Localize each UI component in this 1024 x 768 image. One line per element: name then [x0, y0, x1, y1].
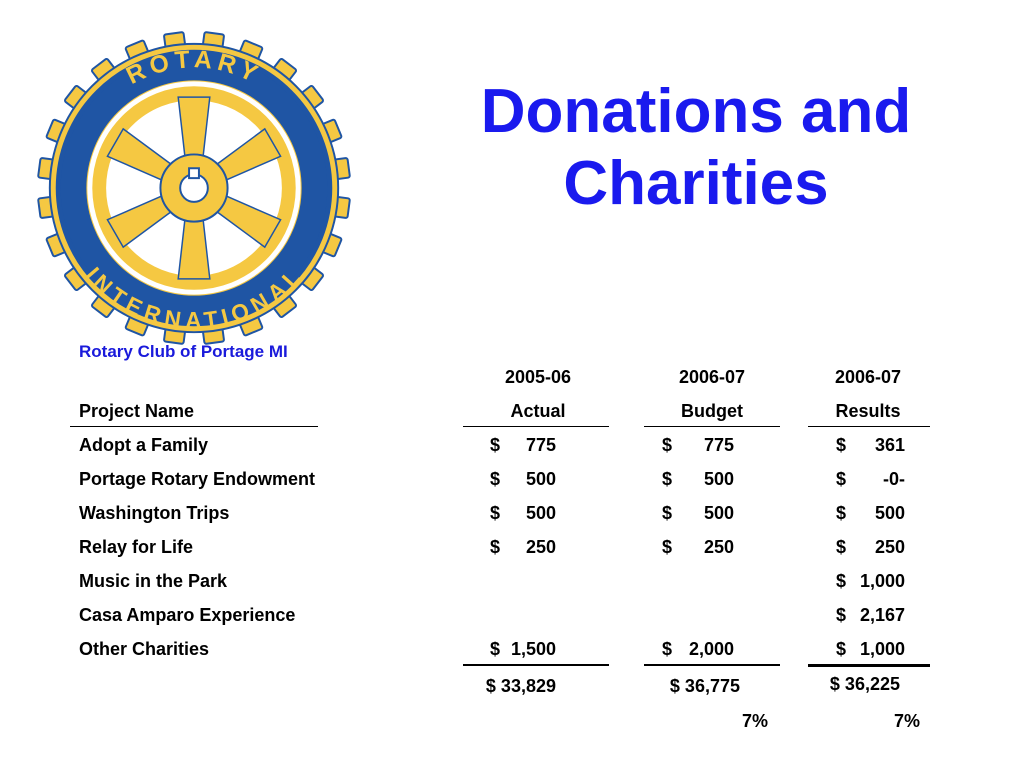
row-budget-currency: $: [662, 435, 673, 455]
row-project-name: Relay for Life: [79, 537, 194, 557]
row-results-currency: $: [836, 605, 847, 625]
actual-year-header: 2005-06: [504, 367, 572, 387]
row-results-currency: $: [836, 639, 847, 659]
row-results-currency: $: [836, 571, 847, 591]
row-budget-amount: 2,000: [688, 639, 734, 659]
results-year-header: 2006-07: [834, 367, 902, 387]
row-actual-currency: $: [490, 503, 501, 523]
row-results-amount: -0-: [883, 469, 905, 489]
row-budget-amount: 250: [703, 537, 734, 557]
row-results-amount: 2,167: [859, 605, 905, 625]
budget-label-header: Budget: [681, 401, 743, 421]
row-budget-amount: 775: [703, 435, 734, 455]
row-project-name: Adopt a Family: [79, 435, 209, 455]
percent-budget: 7%: [741, 711, 768, 731]
total-budget: $ 36,775: [669, 676, 740, 696]
actual-label-header: Actual: [510, 401, 566, 421]
row-results-amount: 500: [874, 503, 905, 523]
slide-title: Donations and Charities: [462, 76, 930, 220]
row-budget-currency: $: [662, 639, 673, 659]
row-results-currency: $: [836, 503, 847, 523]
row-results-currency: $: [836, 537, 847, 557]
row-budget-amount: 500: [703, 503, 734, 523]
total-results: $ 36,225: [829, 674, 900, 694]
title-line-1: Donations and: [480, 77, 912, 146]
budget-year-header: 2006-07: [678, 367, 746, 387]
row-actual-amount: 500: [525, 469, 556, 489]
row-project-name: Portage Rotary Endowment: [79, 469, 316, 489]
club-name: Rotary Club of Portage MI: [79, 342, 288, 361]
row-budget-currency: $: [662, 537, 673, 557]
header-divider-actual: [463, 426, 609, 427]
row-actual-amount: 250: [525, 537, 556, 557]
row-actual-currency: $: [490, 469, 501, 489]
header-divider-project: [70, 426, 318, 427]
row-project-name: Casa Amparo Experience: [79, 605, 296, 625]
row-budget-currency: $: [662, 503, 673, 523]
wheel-spokes-icon: [106, 96, 282, 280]
row-project-name: Music in the Park: [79, 571, 228, 591]
row-results-currency: $: [836, 469, 847, 489]
total-actual: $ 33,829: [485, 676, 556, 696]
row-results-amount: 250: [874, 537, 905, 557]
total-divider-budget: [644, 664, 780, 666]
header-divider-results: [808, 426, 930, 427]
row-project-name: Washington Trips: [79, 503, 230, 523]
rotary-logo: ROTARY INTERNATIONAL: [37, 31, 351, 345]
row-actual-currency: $: [490, 537, 501, 557]
percent-results: 7%: [893, 711, 920, 731]
row-budget-currency: $: [662, 469, 673, 489]
row-actual-currency: $: [490, 639, 501, 659]
project-name-header: Project Name: [79, 401, 195, 421]
row-results-currency: $: [836, 435, 847, 455]
row-actual-amount: 500: [525, 503, 556, 523]
total-divider-results: [808, 664, 930, 667]
title-line-2: Charities: [563, 149, 829, 218]
header-divider-budget: [644, 426, 780, 427]
row-actual-amount: 775: [525, 435, 556, 455]
row-budget-amount: 500: [703, 469, 734, 489]
row-actual-currency: $: [490, 435, 501, 455]
total-divider-actual: [463, 664, 609, 666]
results-label-header: Results: [835, 401, 901, 421]
row-results-amount: 1,000: [859, 571, 905, 591]
row-project-name: Other Charities: [79, 639, 210, 659]
row-results-amount: 1,000: [859, 639, 905, 659]
row-actual-amount: 1,500: [510, 639, 556, 659]
row-results-amount: 361: [874, 435, 905, 455]
